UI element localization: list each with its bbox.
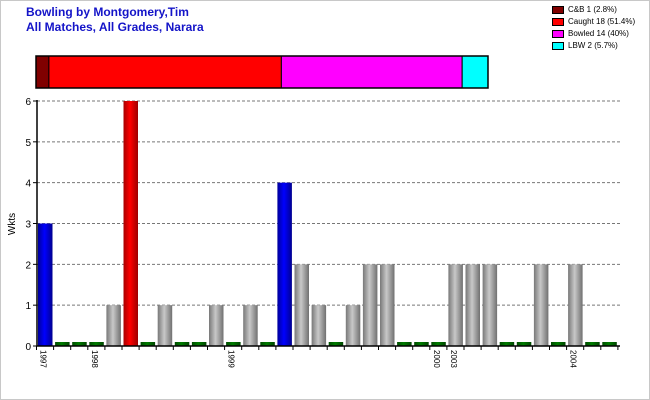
- dismissal-bar-outline: [35, 55, 489, 89]
- bar: [482, 264, 498, 346]
- bar: [209, 305, 224, 346]
- y-tick-label: 2: [25, 260, 31, 271]
- bar: [311, 305, 327, 346]
- bar: [568, 264, 583, 346]
- bar: [516, 342, 532, 346]
- bar: [157, 305, 173, 346]
- bar: [106, 305, 121, 346]
- x-tick-label: 2004: [569, 350, 578, 368]
- bar: [191, 342, 207, 346]
- x-tick-label: 1999: [227, 350, 236, 368]
- dismissal-segment: [48, 55, 282, 89]
- y-tick-label: 0: [25, 342, 31, 353]
- bar: [294, 264, 309, 346]
- bar: [226, 342, 241, 346]
- bar: [123, 101, 138, 346]
- legend-label: C&B 1 (2.8%): [568, 5, 617, 14]
- bar: [140, 342, 156, 346]
- bar: [465, 264, 480, 346]
- bar: [72, 342, 87, 346]
- bar: [380, 264, 395, 346]
- chart-title: Bowling by Montgomery,Tim: [26, 5, 189, 19]
- bar: [397, 342, 412, 346]
- bar: [260, 342, 275, 346]
- chart-subtitle: All Matches, All Grades, Narara: [26, 20, 204, 34]
- x-tick-label: 2000: [432, 350, 441, 368]
- x-tick-label: 1998: [90, 350, 99, 368]
- bar: [38, 223, 53, 346]
- y-tick-label: 5: [25, 138, 31, 149]
- legend-item: Caught 18 (51.4%): [552, 16, 635, 27]
- x-tick-label: 1997: [39, 350, 48, 368]
- bar: [277, 182, 292, 346]
- x-tick-label: 2003: [449, 350, 458, 368]
- dismissal-segment: [35, 55, 50, 89]
- legend-swatch: [552, 5, 564, 14]
- bar: [362, 264, 378, 346]
- bar: [431, 342, 446, 346]
- bar: [89, 342, 104, 346]
- legend-label: LBW 2 (5.7%): [568, 41, 618, 50]
- legend-item: LBW 2 (5.7%): [552, 40, 635, 51]
- bar: [55, 342, 70, 346]
- y-tick-label: 4: [25, 179, 31, 190]
- legend-item: Bowled 14 (40%): [552, 28, 635, 39]
- dismissal-segment: [280, 55, 463, 89]
- legend-label: Caught 18 (51.4%): [568, 17, 636, 26]
- bar: [174, 342, 190, 346]
- bar: [602, 342, 617, 346]
- y-tick-label: 3: [25, 220, 31, 231]
- y-tick-label: 6: [25, 97, 31, 108]
- bar: [533, 264, 549, 346]
- legend-item: C&B 1 (2.8%): [552, 4, 635, 15]
- legend-label: Bowled 14 (40%): [568, 29, 629, 38]
- bar: [585, 342, 600, 346]
- bar: [414, 342, 429, 346]
- bar: [499, 342, 515, 346]
- bar: [448, 264, 463, 346]
- legend-swatch: [552, 29, 564, 38]
- y-axis-label: Wkts: [7, 213, 18, 235]
- bar: [551, 342, 566, 346]
- bar: [345, 305, 361, 346]
- legend: C&B 1 (2.8%) Caught 18 (51.4%) Bowled 14 (…: [552, 4, 635, 52]
- bar: [243, 305, 258, 346]
- y-tick-label: 1: [25, 301, 31, 312]
- legend-swatch: [552, 17, 564, 26]
- legend-swatch: [552, 41, 564, 50]
- dismissal-segment: [461, 55, 489, 89]
- bar: [328, 342, 344, 346]
